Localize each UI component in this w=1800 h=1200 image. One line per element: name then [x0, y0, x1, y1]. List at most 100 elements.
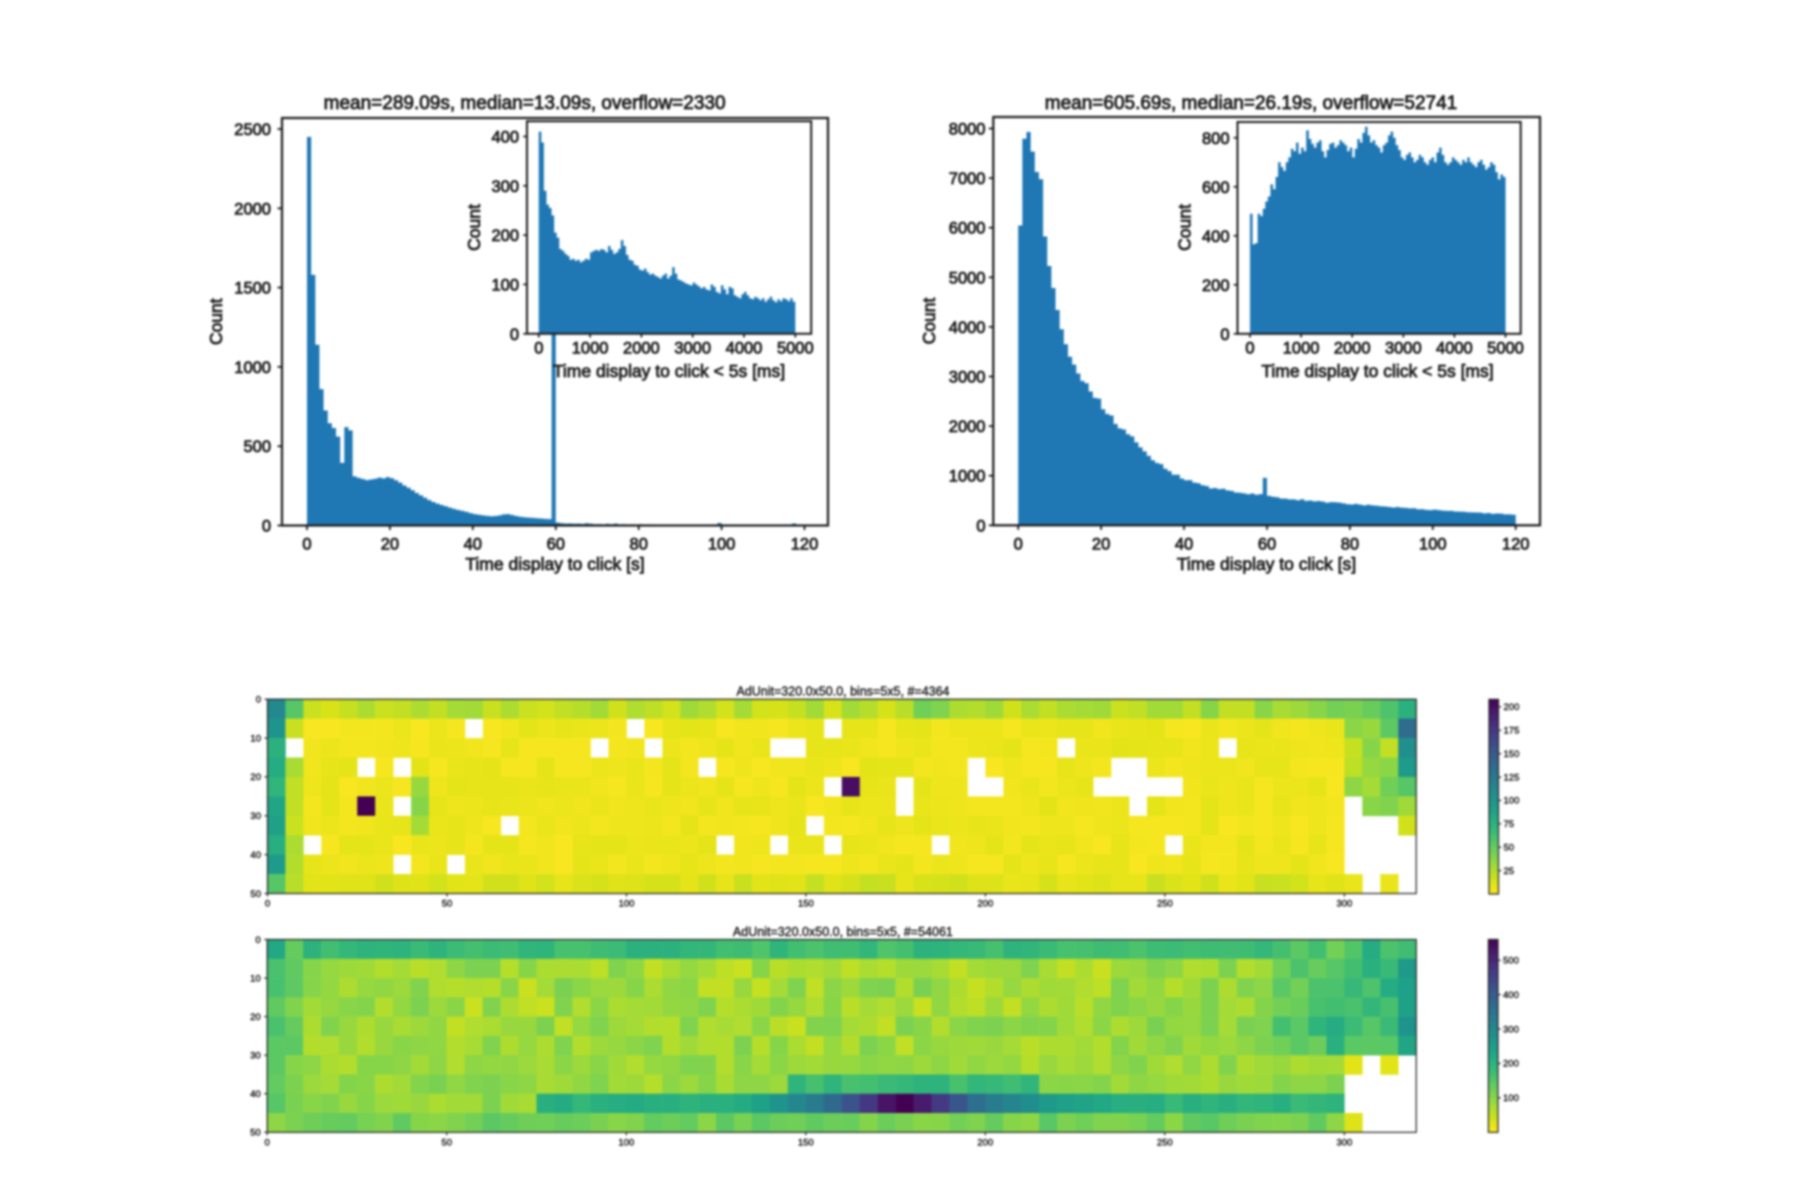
svg-text:3000: 3000: [949, 369, 986, 387]
svg-text:500: 500: [1503, 956, 1519, 967]
svg-text:100: 100: [618, 1137, 634, 1148]
svg-text:100: 100: [619, 899, 635, 910]
svg-text:500: 500: [243, 438, 271, 456]
svg-text:600: 600: [1202, 179, 1230, 197]
svg-text:2000: 2000: [1334, 340, 1371, 358]
svg-text:4000: 4000: [1436, 340, 1473, 358]
svg-text:150: 150: [798, 899, 814, 910]
svg-text:200: 200: [977, 1137, 993, 1148]
svg-text:120: 120: [1502, 536, 1530, 554]
svg-text:400: 400: [1503, 990, 1519, 1001]
svg-text:Count: Count: [1175, 204, 1195, 251]
svg-text:2000: 2000: [623, 340, 660, 358]
svg-text:2000: 2000: [234, 200, 271, 218]
svg-text:mean=289.09s, median=13.09s, o: mean=289.09s, median=13.09s, overflow=23…: [324, 93, 726, 114]
svg-text:Time display to click < 5s [ms: Time display to click < 5s [ms]: [553, 361, 785, 381]
svg-text:150: 150: [798, 1137, 814, 1148]
svg-text:6000: 6000: [949, 220, 986, 238]
svg-text:0: 0: [255, 935, 260, 946]
svg-text:AdUnit=320.0x50.0, bins=5x5, #: AdUnit=320.0x50.0, bins=5x5, #=54061: [733, 925, 953, 939]
svg-text:250: 250: [1157, 1137, 1173, 1148]
svg-text:40: 40: [250, 850, 261, 861]
svg-text:60: 60: [1258, 536, 1276, 554]
svg-text:300: 300: [1503, 1024, 1519, 1035]
svg-text:0: 0: [262, 518, 271, 536]
svg-text:300: 300: [1336, 899, 1352, 910]
svg-text:4000: 4000: [726, 340, 763, 358]
svg-text:50: 50: [1504, 843, 1515, 854]
svg-text:200: 200: [1503, 1059, 1519, 1070]
svg-text:200: 200: [1202, 277, 1230, 295]
svg-text:50: 50: [250, 889, 261, 900]
svg-text:5000: 5000: [949, 269, 986, 287]
svg-text:5000: 5000: [777, 340, 814, 358]
svg-text:20: 20: [1092, 536, 1110, 554]
svg-text:40: 40: [464, 536, 482, 554]
svg-text:10: 10: [250, 733, 261, 744]
svg-text:0: 0: [265, 1137, 270, 1148]
svg-text:100: 100: [1504, 796, 1520, 807]
svg-text:40: 40: [1175, 536, 1193, 554]
svg-text:80: 80: [1341, 536, 1359, 554]
svg-text:20: 20: [250, 772, 261, 783]
svg-text:0: 0: [510, 326, 519, 344]
svg-text:1000: 1000: [572, 340, 609, 358]
svg-text:300: 300: [491, 178, 519, 196]
svg-text:8000: 8000: [949, 121, 986, 139]
svg-text:0: 0: [976, 517, 985, 535]
svg-text:120: 120: [791, 536, 819, 554]
svg-text:Time display to click < 5s [ms: Time display to click < 5s [ms]: [1261, 361, 1493, 381]
svg-text:25: 25: [1504, 866, 1515, 877]
svg-text:4000: 4000: [949, 319, 986, 337]
svg-text:100: 100: [1503, 1093, 1519, 1104]
svg-text:5000: 5000: [1487, 340, 1524, 358]
svg-text:Time display to click [s]: Time display to click [s]: [1177, 554, 1356, 574]
svg-text:800: 800: [1202, 130, 1230, 148]
svg-text:3000: 3000: [1385, 340, 1422, 358]
svg-text:400: 400: [1202, 228, 1230, 246]
svg-text:2500: 2500: [234, 121, 271, 139]
svg-text:60: 60: [547, 536, 565, 554]
svg-text:mean=605.69s, median=26.19s, o: mean=605.69s, median=26.19s, overflow=52…: [1045, 93, 1458, 114]
svg-text:20: 20: [250, 1012, 261, 1023]
svg-text:100: 100: [491, 276, 519, 294]
svg-text:3000: 3000: [674, 340, 711, 358]
svg-text:200: 200: [491, 227, 519, 245]
svg-text:40: 40: [250, 1089, 261, 1100]
svg-text:0: 0: [1220, 326, 1229, 344]
svg-text:AdUnit=320.0x50.0, bins=5x5, #: AdUnit=320.0x50.0, bins=5x5, #=4364: [736, 685, 949, 699]
svg-text:7000: 7000: [949, 170, 986, 188]
svg-text:1000: 1000: [949, 468, 986, 486]
svg-text:0: 0: [256, 695, 261, 706]
svg-text:150: 150: [1504, 749, 1520, 760]
svg-text:250: 250: [1157, 899, 1173, 910]
svg-text:1500: 1500: [234, 280, 271, 298]
svg-text:175: 175: [1504, 726, 1520, 737]
svg-text:75: 75: [1504, 819, 1515, 830]
svg-text:1000: 1000: [234, 359, 271, 377]
svg-text:200: 200: [1504, 702, 1520, 713]
svg-text:20: 20: [381, 536, 399, 554]
svg-text:80: 80: [630, 536, 648, 554]
svg-text:2000: 2000: [949, 418, 986, 436]
svg-text:400: 400: [491, 129, 519, 147]
svg-text:100: 100: [708, 536, 736, 554]
svg-text:Count: Count: [464, 204, 484, 251]
svg-text:200: 200: [977, 899, 993, 910]
svg-text:Count: Count: [919, 298, 939, 345]
svg-text:50: 50: [441, 1137, 452, 1148]
svg-text:0: 0: [534, 340, 543, 358]
svg-text:0: 0: [1014, 536, 1023, 554]
svg-text:10: 10: [250, 973, 261, 984]
svg-text:Count: Count: [206, 298, 226, 345]
svg-text:50: 50: [250, 1128, 261, 1139]
svg-text:30: 30: [250, 1051, 261, 1062]
svg-text:50: 50: [442, 899, 453, 910]
svg-text:Time display to click [s]: Time display to click [s]: [465, 554, 644, 574]
svg-text:0: 0: [265, 899, 270, 910]
svg-text:100: 100: [1419, 536, 1447, 554]
svg-text:0: 0: [302, 536, 311, 554]
svg-text:1000: 1000: [1283, 340, 1320, 358]
svg-text:300: 300: [1336, 1137, 1352, 1148]
svg-text:30: 30: [250, 811, 261, 822]
